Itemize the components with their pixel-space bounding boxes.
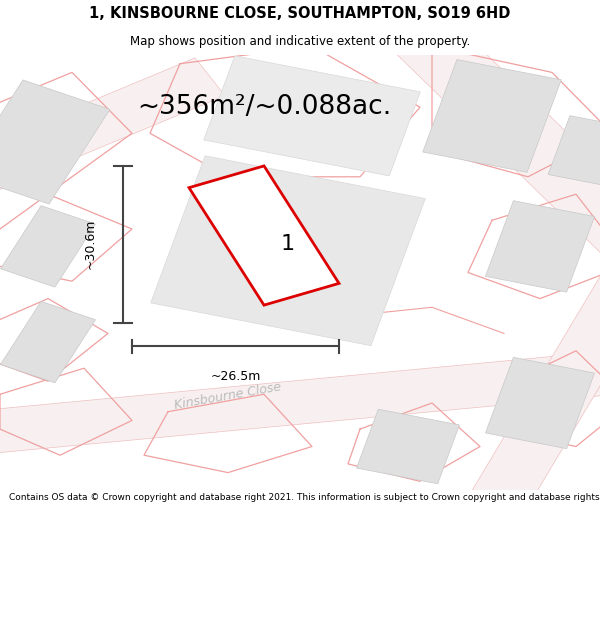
- Polygon shape: [0, 80, 110, 204]
- Polygon shape: [485, 201, 595, 292]
- Text: Contains OS data © Crown copyright and database right 2021. This information is : Contains OS data © Crown copyright and d…: [9, 492, 600, 502]
- Text: ~26.5m: ~26.5m: [211, 371, 260, 383]
- Polygon shape: [391, 18, 600, 253]
- Text: Map shows position and indicative extent of the property.: Map shows position and indicative extent…: [130, 35, 470, 48]
- Polygon shape: [464, 272, 600, 521]
- Text: ~30.6m: ~30.6m: [83, 219, 97, 269]
- Text: Kinsbourne Close: Kinsbourne Close: [173, 381, 283, 412]
- Polygon shape: [485, 357, 595, 449]
- Text: 1: 1: [281, 234, 295, 254]
- Polygon shape: [1, 301, 95, 383]
- Polygon shape: [204, 56, 420, 176]
- Polygon shape: [423, 59, 561, 172]
- Text: 1, KINSBOURNE CLOSE, SOUTHAMPTON, SO19 6HD: 1, KINSBOURNE CLOSE, SOUTHAMPTON, SO19 6…: [89, 6, 511, 21]
- Polygon shape: [189, 166, 339, 305]
- Text: ~356m²/~0.088ac.: ~356m²/~0.088ac.: [137, 94, 391, 120]
- Polygon shape: [0, 347, 600, 455]
- Polygon shape: [151, 156, 425, 346]
- Polygon shape: [1, 206, 95, 287]
- Polygon shape: [0, 58, 225, 196]
- Polygon shape: [356, 409, 460, 484]
- Polygon shape: [548, 116, 600, 186]
